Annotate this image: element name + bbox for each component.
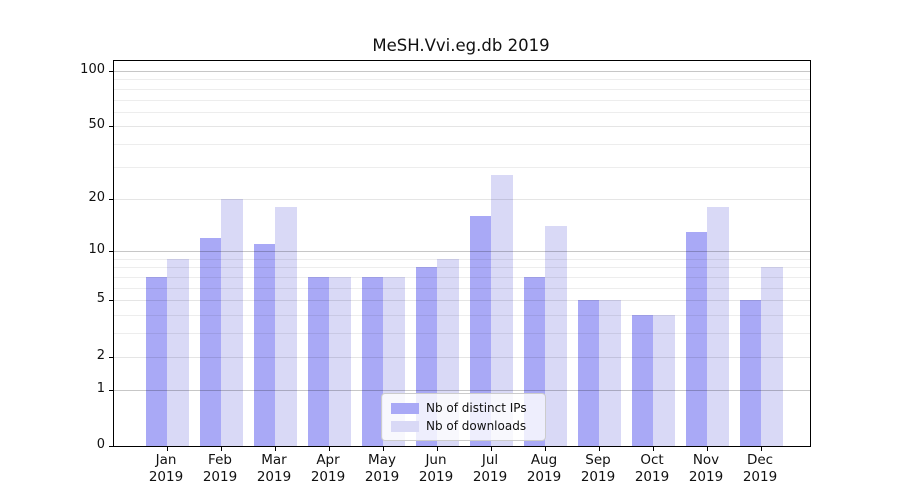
y-tick-mark (109, 70, 113, 72)
bar-sep-downloads (599, 300, 621, 446)
y-tick-label: 20 (88, 189, 105, 205)
plot-area: Nb of distinct IPs Nb of downloads (109, 60, 811, 451)
legend-swatch (391, 420, 419, 432)
gridline-minor (114, 79, 810, 81)
bar-apr-downloads (329, 277, 351, 446)
bar-oct-downloads (653, 315, 675, 446)
x-tick-label-oct: Oct 2019 (634, 452, 670, 485)
legend-item-downloads: Nb of downloads (382, 419, 545, 433)
y-tick-label: 2 (96, 347, 105, 363)
legend-item-distinct-ips: Nb of distinct IPs (382, 401, 545, 415)
bar-may-ips (361, 277, 383, 446)
y-tick-mark (109, 356, 113, 358)
bar-dec-ips (739, 300, 761, 446)
y-tick-mark (109, 126, 113, 128)
x-tick-label-mar: Mar 2019 (256, 452, 292, 485)
bar-jan-downloads (167, 258, 189, 446)
y-tick-label: 1 (96, 380, 105, 396)
legend: Nb of distinct IPs Nb of downloads (381, 393, 546, 441)
bar-mar-downloads (275, 206, 297, 446)
x-tick-label-dec: Dec 2019 (742, 452, 778, 485)
x-tick-label-sep: Sep 2019 (580, 452, 616, 485)
gridline-minor (114, 277, 810, 278)
bar-nov-ips (685, 231, 707, 446)
y-tick-label: 10 (88, 242, 105, 258)
bar-oct-ips (631, 315, 653, 446)
bar-aug-downloads (545, 225, 567, 446)
gridline-minor (114, 144, 810, 146)
x-tick-label-aug: Aug 2019 (526, 452, 562, 485)
x-tick-mark (383, 447, 384, 451)
bar-jul-downloads (491, 175, 513, 446)
x-tick-mark (707, 447, 708, 451)
y-tick-mark (109, 300, 113, 302)
gridline-minor (114, 166, 810, 168)
chart-title: MeSH.Vvi.eg.db 2019 (372, 36, 550, 55)
x-tick-mark (221, 447, 222, 451)
gridline-minor (114, 258, 810, 260)
y-tick-label: 50 (88, 117, 105, 133)
y-tick-label: 5 (96, 291, 105, 307)
gridline-mid (114, 300, 810, 302)
gridline-major (114, 70, 810, 72)
x-tick-label-feb: Feb 2019 (202, 452, 238, 485)
x-tick-mark (761, 447, 762, 451)
y-tick-mark (109, 198, 113, 200)
x-tick-mark (275, 447, 276, 451)
gridline-minor (114, 287, 810, 289)
x-tick-label-nov: Nov 2019 (688, 452, 724, 485)
bar-dec-downloads (761, 267, 783, 446)
gridline-minor (114, 88, 810, 90)
gridline-mid (114, 126, 810, 128)
y-tick-label: 100 (80, 61, 105, 77)
bar-mar-ips (253, 244, 275, 446)
x-tick-mark (653, 447, 654, 451)
x-tick-mark (329, 447, 330, 451)
x-tick-mark (599, 447, 600, 451)
x-tick-label-jun: Jun 2019 (418, 452, 454, 485)
y-tick-mark (109, 251, 113, 253)
legend-label: Nb of downloads (426, 419, 527, 433)
bar-jan-ips (145, 277, 167, 446)
y-tick-mark (109, 446, 113, 447)
x-tick-mark (545, 447, 546, 451)
gridline-minor (114, 333, 810, 335)
bar-jul-ips (469, 215, 491, 446)
gridline-minor (114, 111, 810, 113)
gridline-major (114, 389, 810, 391)
gridline-major (114, 251, 810, 253)
bar-sep-ips (577, 300, 599, 446)
y-tick-mark (109, 389, 113, 391)
gridline-minor (114, 315, 810, 317)
gridline-mid (114, 356, 810, 358)
gridline-minor (114, 267, 810, 269)
gridline-mid (114, 198, 810, 200)
x-tick-label-may: May 2019 (364, 452, 400, 485)
x-tick-mark (167, 447, 168, 451)
y-tick-label: 0 (96, 437, 105, 452)
gridline-minor (114, 99, 810, 101)
bar-feb-downloads (221, 198, 243, 446)
bar-apr-ips (307, 277, 329, 446)
x-tick-label-jul: Jul 2019 (472, 452, 508, 485)
x-tick-label-apr: Apr 2019 (310, 452, 346, 485)
x-tick-mark (491, 447, 492, 451)
legend-label: Nb of distinct IPs (426, 401, 527, 415)
legend-swatch (391, 402, 419, 414)
x-tick-label-jan: Jan 2019 (148, 452, 184, 485)
bar-feb-ips (199, 237, 221, 446)
bar-nov-downloads (707, 206, 729, 446)
x-tick-mark (437, 447, 438, 451)
